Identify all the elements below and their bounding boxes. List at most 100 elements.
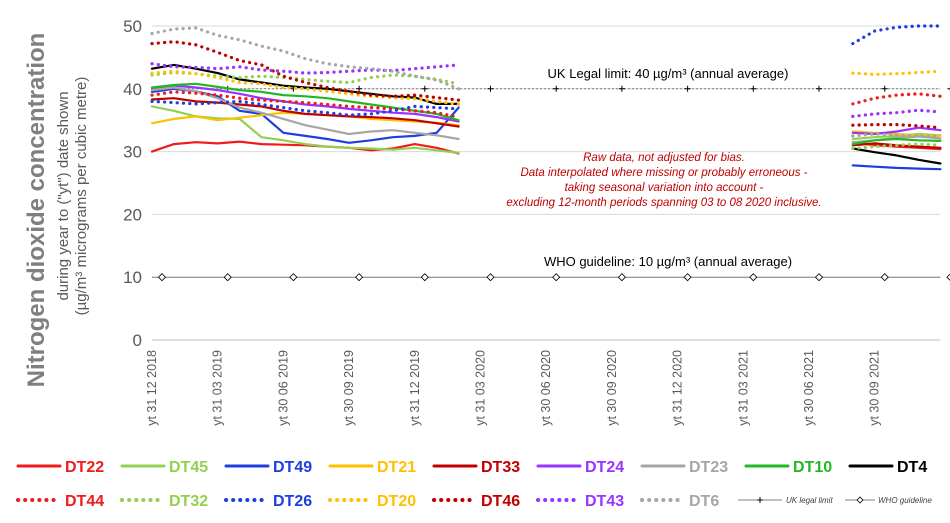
series-line-dt49 [851,164,942,171]
series-line-dt6 [851,132,943,139]
series-line-dt43 [150,62,461,75]
x-tick-label: yt 31 03 2021 [736,350,750,426]
who-guideline-marker [946,273,950,281]
legal-limit-marker [750,85,757,92]
who-guideline-marker [814,273,824,282]
series-line-dt20 [150,69,461,107]
legend-label: DT20 [377,493,416,510]
legend-label: DT46 [481,493,520,510]
series-line-dt24 [851,126,942,136]
x-tick-label: yt 30 06 2021 [802,350,816,426]
series-line-dt32 [851,142,943,151]
legend-label: DT33 [481,459,520,476]
legal-limit-marker [618,85,625,92]
x-tick-label: yt 31 03 2019 [211,350,225,426]
who-guideline-marker [486,273,495,282]
series-line-dt46 [851,122,943,130]
y-axis-title-sub1: during year to ("yt") date shown [55,91,72,300]
series-line-dt4 [851,147,942,165]
x-tick-label: yt 30 09 2020 [605,350,619,426]
legend-label: DT21 [377,459,416,476]
series-line-dt20 [851,69,943,77]
legend-label: DT32 [169,493,208,510]
legal-limit-label: UK Legal limit: 40 µg/m³ (annual average… [548,66,789,81]
who-guideline-marker [749,273,758,282]
who-guideline-marker [880,273,889,282]
legend-label: DT6 [689,493,719,510]
legal-limit-marker [684,85,691,92]
annotation: Raw data, not adjusted for bias. Data in… [506,152,821,209]
x-tick-label: yt 30 09 2019 [342,350,356,426]
y-tick-label: 40 [123,80,142,99]
x-tick-label: yt 31 03 2020 [474,350,488,426]
legal-limit-marker [553,85,560,92]
series-line-dt46 [150,40,461,102]
series-line-dt44 [150,90,461,119]
y-tick-label: 50 [123,17,142,36]
series-line-dt44 [851,92,943,106]
who-guideline-marker [420,273,429,282]
legal-limit-marker [881,85,888,92]
legend-label: WHO guideline [878,496,932,505]
who-guideline-marker [552,273,561,282]
annotation-line-4: excluding 12-month periods spanning 03 t… [506,197,821,209]
x-tick-label: yt 30 06 2020 [539,350,553,426]
y-tick-label: 10 [123,268,142,287]
series-line-dt32 [150,70,461,86]
legal-limit-marker [757,497,763,503]
who-guideline-marker [355,273,364,282]
legal-limit-marker [487,85,494,92]
y-tick-label: 0 [133,331,142,350]
series-line-dt22 [150,140,460,155]
x-tick-label: yt 31 12 2020 [671,350,685,426]
reference-lines [152,85,950,282]
y-tick-label: 30 [123,143,142,162]
legal-limit-marker [356,85,363,92]
legal-limit-marker [816,85,822,92]
y-axis-title-sub2: (µg/m³ micrograms per cubic metre) [73,77,90,316]
legend: DT22 DT45 DT49 DT21 DT33 DT24 DT23 DT10 DT4 DT44 D… [16,459,932,510]
y-axis-title-main: Nitrogen dioxide concentration [23,33,50,388]
series-line-dt24 [150,84,460,123]
who-guideline-marker [157,273,167,282]
series-line-dt10 [150,82,460,122]
legend-label: DT22 [65,459,104,476]
series-line-dt10 [851,137,942,146]
series-layer [150,24,943,171]
legend-label: DT24 [585,459,624,476]
legend-label: UK legal limit [786,496,833,505]
x-tick-label: yt 31 12 2018 [145,350,159,426]
who-guideline-label: WHO guideline: 10 µg/m³ (annual average) [544,254,792,269]
legal-limit-marker [947,85,950,92]
who-guideline-marker [223,273,232,282]
series-line-dt26 [851,24,943,46]
series-line-dt43 [851,108,943,119]
legend-label: DT49 [273,459,312,476]
y-gridlines [152,25,941,341]
series-line-dt26 [150,99,461,117]
x-tick-label: yt 30 06 2019 [276,350,290,426]
legend-label: DT26 [273,493,312,510]
legend-label: DT45 [169,459,208,476]
legend-label: DT44 [65,493,104,510]
legend-label: DT4 [897,459,927,476]
annotation-line-1: Raw data, not adjusted for bias. [583,152,745,164]
x-tick-labels: yt 31 12 2018 yt 31 03 2019 yt 30 06 2019 y… [145,350,882,426]
y-tick-label: 20 [123,205,142,224]
who-guideline-marker [289,273,298,282]
x-tick-label: yt 30 09 2021 [868,350,882,426]
who-guideline-marker [683,273,692,282]
legal-limit-marker [421,85,428,92]
series-line-dt33 [150,97,460,128]
annotation-line-3: taking seasonal variation into account - [565,182,764,194]
annotation-line-2: Data interpolated where missing or proba… [520,167,807,179]
y-tick-labels: 0 10 20 30 40 50 [123,17,142,350]
series-line-dt6 [150,26,461,91]
who-guideline-marker [617,273,626,282]
legend-label: DT23 [689,459,728,476]
legend-label: DT43 [585,493,624,510]
legend-label: DT10 [793,459,832,476]
x-tick-label: yt 31 12 2019 [408,350,422,426]
who-guideline-marker [856,496,864,504]
